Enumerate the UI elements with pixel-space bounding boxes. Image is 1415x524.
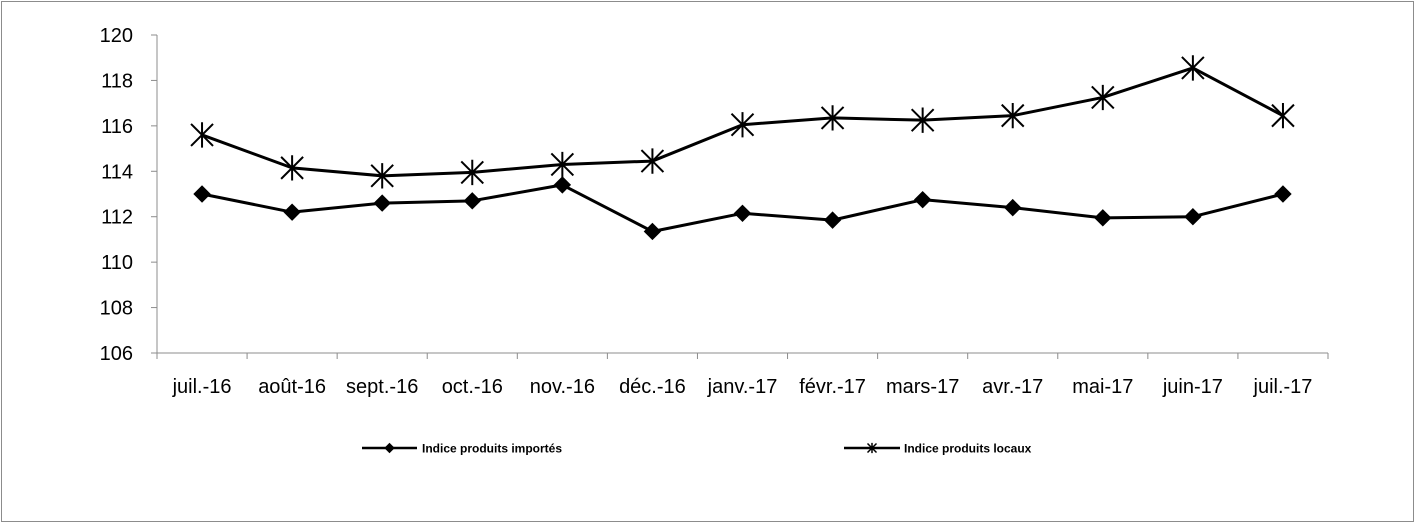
data-point <box>283 203 301 221</box>
data-point <box>820 105 845 131</box>
legend-item-2: Indice produits locaux <box>844 442 1032 456</box>
legend-marker <box>384 442 395 454</box>
data-point <box>463 192 481 210</box>
data-point <box>1184 208 1202 226</box>
asterisk-strokes <box>460 159 484 186</box>
data-point <box>730 112 755 138</box>
asterisk-strokes <box>280 155 304 181</box>
asterisk-strokes <box>640 148 665 174</box>
data-point <box>1004 198 1022 217</box>
x-tick-label: déc.-16 <box>619 376 686 398</box>
x-tick-label: août-16 <box>258 376 326 398</box>
x-tick-label: juil.-17 <box>1253 376 1313 398</box>
y-tick-label: 110 <box>101 252 133 274</box>
data-point <box>193 185 211 203</box>
series-2 <box>190 55 1295 189</box>
x-axis-tick-labels: juil.-16 août-16 sept.-16 oct.-16 nov.-16 déc… <box>172 376 1313 398</box>
x-tick-label: juin-17 <box>1162 376 1223 398</box>
data-point <box>190 122 214 148</box>
y-tick-label: 106 <box>100 343 133 365</box>
data-point <box>1091 84 1115 111</box>
y-tick-label: 112 <box>101 207 133 229</box>
asterisk-strokes <box>190 122 214 148</box>
data-point <box>643 222 662 241</box>
data-point <box>913 190 932 209</box>
data-point <box>823 211 842 229</box>
y-tick-label: 114 <box>101 161 133 183</box>
data-point <box>280 155 304 181</box>
x-tick-label: mai-17 <box>1072 376 1133 398</box>
data-point <box>1271 102 1295 129</box>
asterisk-strokes <box>820 105 845 131</box>
legend-marker <box>866 442 878 454</box>
data-point <box>373 194 391 212</box>
y-tick-label: 118 <box>101 70 133 92</box>
data-point <box>460 159 484 186</box>
data-point <box>1181 55 1205 81</box>
data-point <box>733 204 752 223</box>
asterisk-strokes <box>550 151 575 178</box>
x-tick-label: oct.-16 <box>442 376 503 398</box>
y-tick-label: 108 <box>100 298 133 320</box>
asterisk-strokes <box>866 442 878 454</box>
data-point <box>550 151 575 178</box>
asterisk-strokes <box>1271 102 1295 129</box>
series-1 <box>193 176 1292 241</box>
x-tick-label: sept.-16 <box>346 376 418 398</box>
data-point <box>1274 185 1292 203</box>
asterisk-strokes <box>1091 84 1115 111</box>
data-point <box>1094 209 1112 227</box>
x-tick-label: févr.-17 <box>799 376 866 398</box>
asterisk-strokes <box>370 163 394 189</box>
asterisk-strokes <box>730 112 755 138</box>
legend: Indice produits importés Indice produits … <box>362 442 1032 456</box>
y-tick-label: 120 <box>100 25 133 47</box>
data-point <box>553 176 572 194</box>
x-tick-label: juil.-16 <box>172 376 232 398</box>
x-tick-label: mars-17 <box>886 376 959 398</box>
asterisk-strokes <box>910 107 935 133</box>
asterisk-strokes <box>1001 102 1025 129</box>
data-point <box>910 107 935 133</box>
x-tick-label: nov.-16 <box>530 376 595 398</box>
series-layer <box>190 55 1295 241</box>
y-tick-label: 116 <box>101 116 133 138</box>
legend-label: Indice produits importés <box>422 442 562 456</box>
asterisk-strokes <box>1181 55 1205 81</box>
data-point <box>1001 102 1025 129</box>
data-point <box>370 163 394 189</box>
data-point <box>640 148 665 174</box>
y-axis-tick-labels: 106 108 110 112 114 116 118 120 <box>100 25 133 365</box>
legend-label: Indice produits locaux <box>904 442 1032 456</box>
axes <box>151 34 1329 359</box>
x-tick-label: janv.-17 <box>707 376 778 398</box>
x-tick-label: avr.-17 <box>982 376 1043 398</box>
legend-item-1: Indice produits importés <box>362 442 562 456</box>
